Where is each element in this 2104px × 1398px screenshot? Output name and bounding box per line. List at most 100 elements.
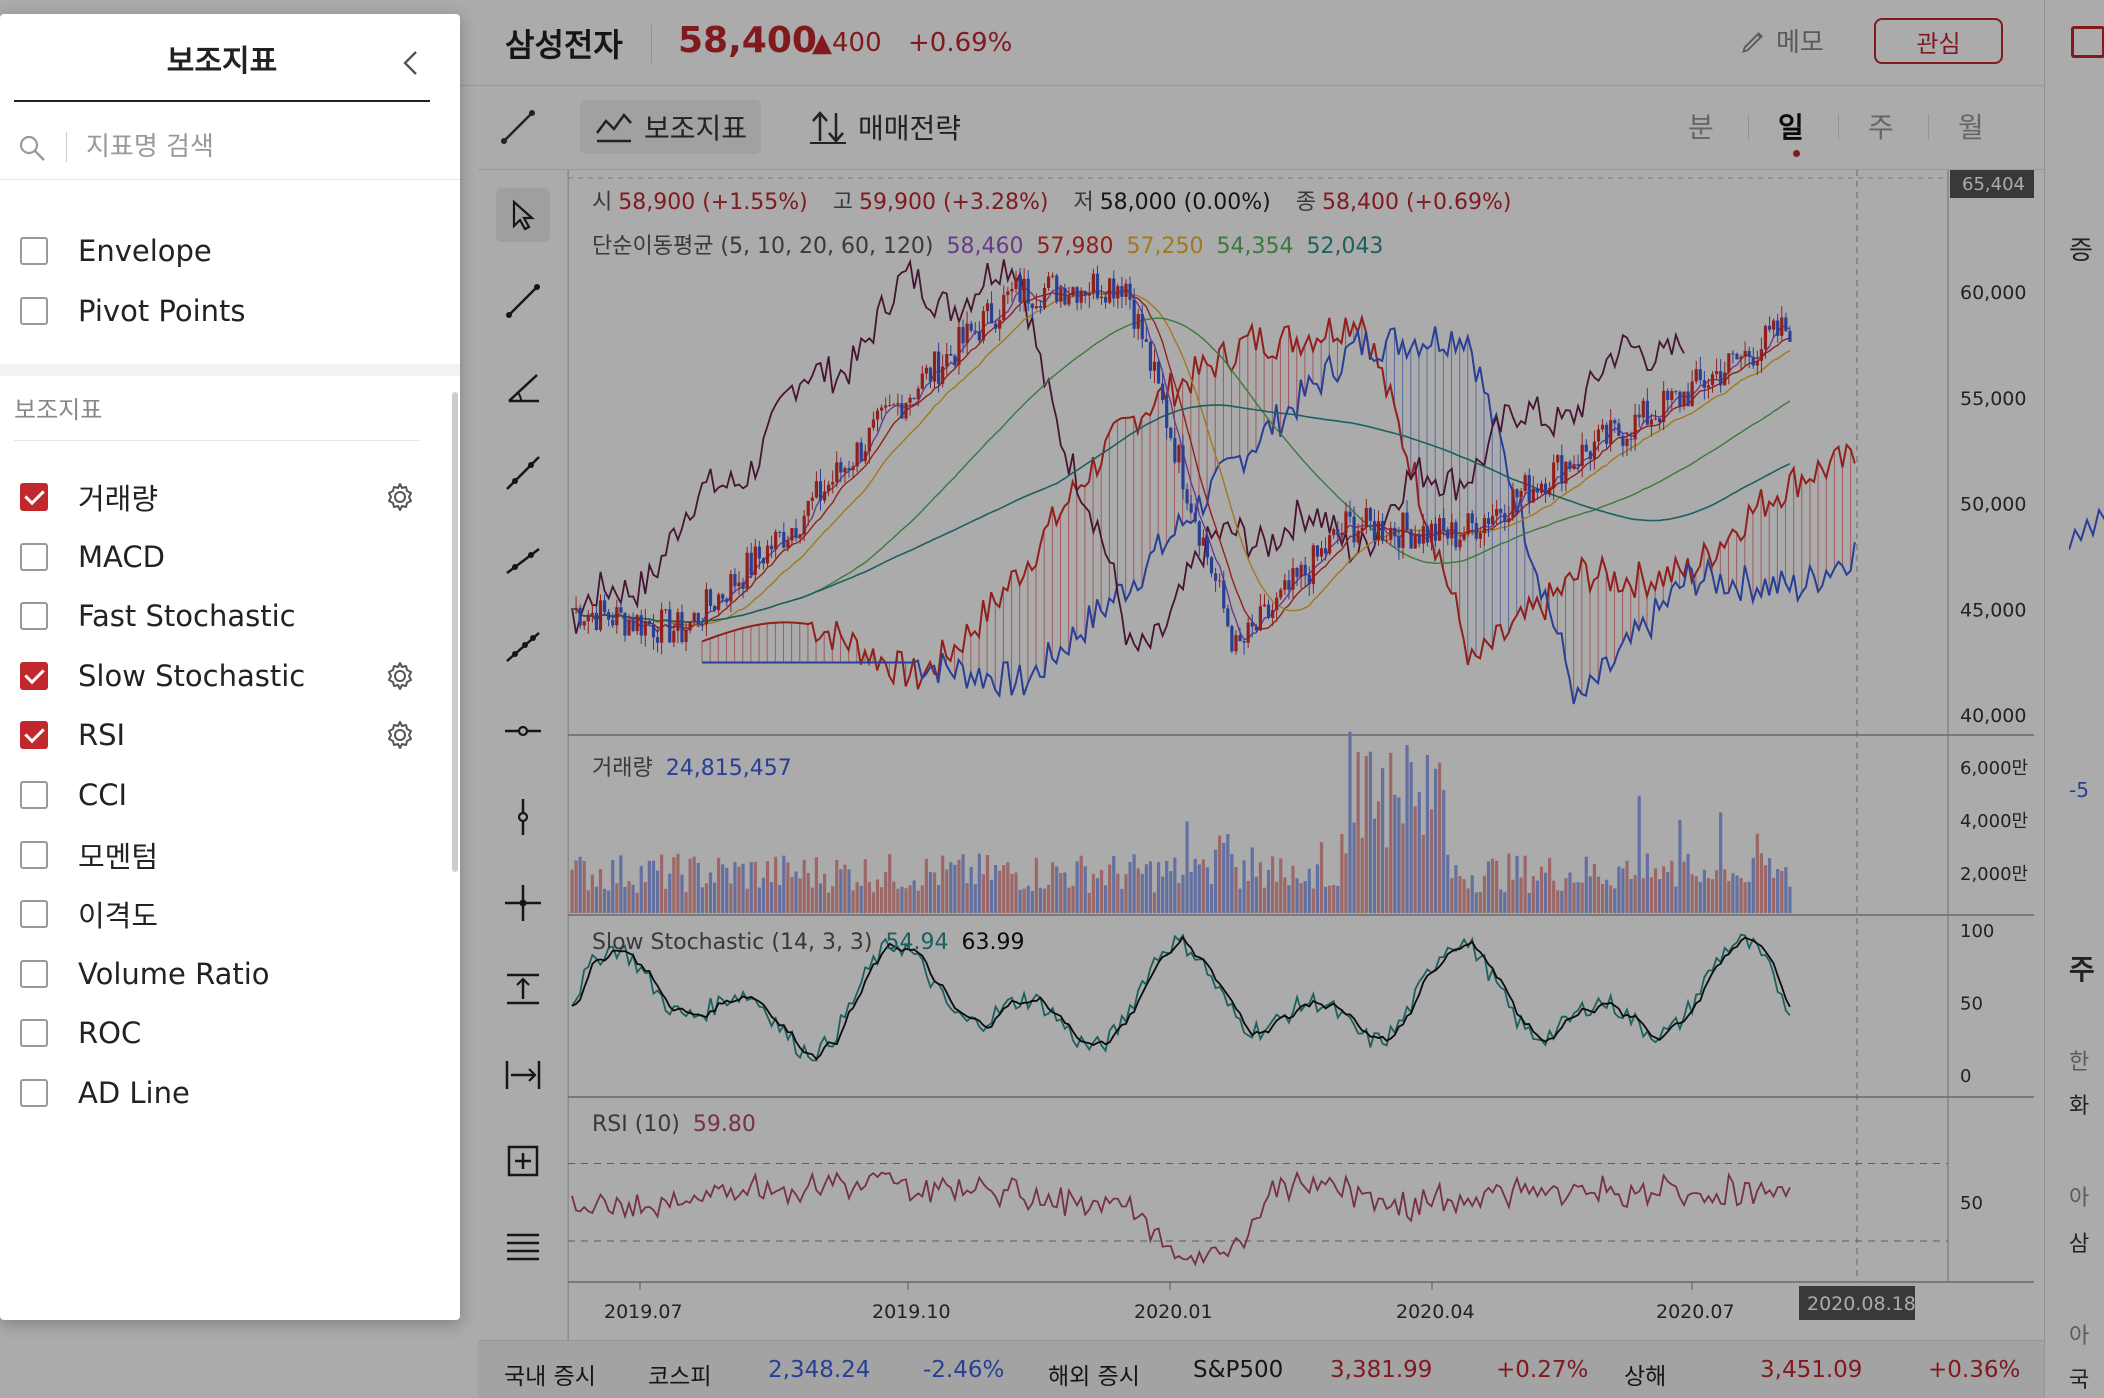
candle-body (1193, 512, 1197, 522)
period-day[interactable]: 일 (1778, 111, 1804, 144)
volume-bar (725, 867, 729, 913)
volume-bar (1087, 892, 1091, 913)
calendar-icon[interactable] (2071, 26, 2104, 58)
indicator-checkbox[interactable] (20, 542, 48, 571)
period-divider (1928, 114, 1929, 140)
candle-body (1218, 580, 1222, 582)
candle-body (598, 600, 603, 631)
volume-bar (1405, 745, 1409, 913)
candle-body (888, 405, 892, 407)
volume-bar (1470, 875, 1474, 913)
volume-bar (1197, 864, 1201, 913)
volume-bar (680, 874, 684, 913)
indicator-item[interactable]: Slow Stochastic (0, 645, 460, 707)
period-week[interactable]: 주 (1868, 111, 1894, 144)
indicator-item[interactable]: Fast Stochastic (0, 585, 460, 647)
indicator-item[interactable]: RSI (0, 704, 460, 766)
volume-bar (1759, 853, 1764, 913)
volume-bar (1535, 880, 1539, 913)
crosshair-tool[interactable] (496, 876, 550, 930)
candle-body (639, 615, 643, 636)
memo-button[interactable]: 메모 (1740, 22, 1824, 59)
volume-bar (794, 871, 798, 913)
vertical-measure-tool[interactable] (496, 962, 550, 1016)
volume-bar (1780, 871, 1784, 913)
volume-bar (1079, 855, 1083, 913)
right-panel-text: 주 (2069, 953, 2095, 986)
volume-bar (1401, 823, 1405, 913)
trend-line-tool[interactable] (496, 274, 550, 328)
indicator-checkbox[interactable] (20, 1019, 48, 1048)
favorite-button[interactable]: 관심 (1874, 18, 2003, 64)
indicator-checkbox[interactable] (20, 781, 48, 809)
indicator-item[interactable]: Pivot Points (0, 280, 460, 342)
indicator-checkbox[interactable] (20, 900, 48, 929)
indicator-checkbox[interactable] (20, 297, 48, 325)
angle-line-tool[interactable] (496, 360, 550, 414)
volume-bar (1784, 867, 1788, 913)
indicator-checkbox[interactable] (20, 1079, 48, 1107)
volume-bar (1104, 885, 1108, 913)
candle-body (586, 614, 590, 622)
period-minute[interactable]: 분 (1688, 111, 1714, 144)
horizontal-measure-tool[interactable] (496, 1048, 550, 1102)
gear-icon[interactable] (384, 481, 416, 517)
indicator-checkbox[interactable] (20, 237, 48, 265)
extended-line-icon (506, 548, 540, 574)
horizontal-line-tool[interactable] (496, 704, 550, 758)
gear-icon[interactable] (384, 660, 416, 696)
price-chart[interactable]: 60,000 55,000 50,000 45,000 40,000 65,404 2019… (568, 170, 2034, 1340)
ma5-value: 58,460 (946, 234, 1024, 259)
volume-bar (1564, 878, 1568, 913)
volume-bar (806, 872, 810, 913)
gear-icon[interactable] (384, 719, 416, 755)
memo-label: 메모 (1776, 28, 1824, 58)
extended-line-tool[interactable] (496, 532, 550, 586)
drawer-scrollbar[interactable] (452, 392, 458, 872)
indicator-item[interactable]: 이격도 (0, 883, 460, 945)
candle-body (1662, 390, 1666, 423)
indicator-checkbox[interactable] (20, 602, 48, 631)
candle-body (1727, 353, 1731, 373)
candle-body (1311, 545, 1315, 585)
indicator-checkbox[interactable] (20, 840, 48, 869)
indicator-item[interactable]: ROC (0, 1002, 460, 1064)
indicator-item[interactable]: AD Line (0, 1062, 460, 1124)
add-box-tool[interactable] (496, 1134, 550, 1188)
indicators-button[interactable]: 보조지표 (580, 100, 762, 154)
volume-bar (1181, 874, 1185, 913)
section-title: 보조지표 (14, 396, 103, 424)
parallel-line-tool[interactable] (496, 618, 550, 672)
indicator-checkbox[interactable] (20, 959, 48, 988)
indicator-item[interactable]: 모멘텀 (0, 824, 460, 886)
candle-body (1372, 520, 1377, 541)
period-month[interactable]: 월 (1958, 111, 1984, 144)
indicator-item[interactable]: 거래량 (0, 466, 460, 528)
candle-body (1751, 356, 1755, 366)
candle-body (1389, 527, 1393, 540)
volume-bar (1580, 882, 1584, 913)
candle-body (985, 303, 990, 312)
ma5-line (571, 285, 1791, 641)
candle-body (668, 609, 672, 643)
vertical-line-tool[interactable] (496, 790, 550, 844)
chart-canvas[interactable]: 60,000 55,000 50,000 45,000 40,000 65,404 2019… (568, 170, 2034, 1340)
strategy-button[interactable]: 매매전략 (808, 100, 961, 154)
ray-line-tool[interactable] (496, 446, 550, 500)
indicator-search-input[interactable] (86, 126, 426, 168)
pointer-tool[interactable] (496, 188, 550, 242)
draw-tool-button[interactable] (498, 100, 538, 154)
volume-bar (1230, 853, 1234, 913)
indicator-item[interactable]: Volume Ratio (0, 943, 460, 1005)
chevron-left-icon[interactable] (396, 48, 426, 78)
candle-body (1784, 317, 1788, 331)
volume-bar (1702, 869, 1706, 913)
indicator-checkbox[interactable] (20, 661, 48, 690)
volume-bar (1466, 888, 1470, 913)
indicator-item[interactable]: MACD (0, 526, 460, 588)
indicator-item[interactable]: CCI (0, 764, 460, 826)
indicator-item[interactable]: Envelope (0, 220, 460, 282)
indicator-checkbox[interactable] (20, 721, 48, 750)
indicator-checkbox[interactable] (20, 483, 48, 511)
menu-tool[interactable] (496, 1220, 550, 1274)
